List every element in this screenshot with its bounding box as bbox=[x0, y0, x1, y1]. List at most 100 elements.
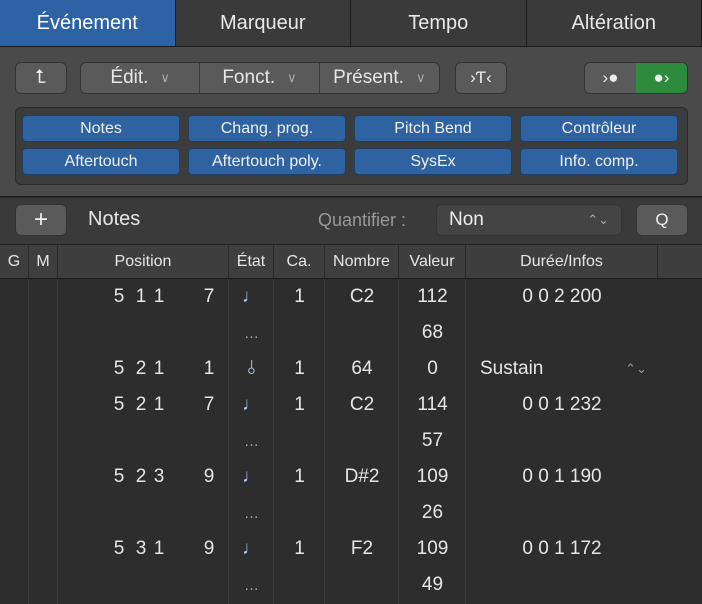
position-part: 5 bbox=[113, 394, 125, 415]
col-duration[interactable]: Durée/Infos bbox=[466, 245, 658, 278]
event-type-label: Notes bbox=[88, 208, 141, 230]
position-part: 7 bbox=[203, 286, 215, 307]
stepper-icon[interactable]: ⌃⌄ bbox=[625, 361, 647, 376]
position-part: 1 bbox=[153, 358, 165, 379]
chevron-down-icon: ∨ bbox=[415, 70, 426, 85]
duration-value: 0 0 1 172 bbox=[522, 538, 602, 559]
catch-button[interactable]: ›Ƭ‹ bbox=[455, 62, 507, 94]
value2-value: 68 bbox=[421, 322, 444, 343]
number-value: F2 bbox=[350, 538, 374, 559]
back-button[interactable]: ⮤ bbox=[15, 62, 67, 94]
event-list[interactable]: 5 1 1 7 ♩ 1 C2 112 0 0 2 200… 68 5 2 1 1 ⫰ 1 64 0 Sustain ⌃… bbox=[0, 279, 702, 604]
col-state[interactable]: État bbox=[229, 245, 274, 278]
filter-poly-aftertouch[interactable]: Aftertouch poly. bbox=[188, 148, 346, 175]
chevron-down-icon: ∨ bbox=[160, 70, 170, 85]
view-menu[interactable]: Présent. ∨ bbox=[320, 63, 439, 93]
quarter-note-icon: ♩ bbox=[242, 394, 261, 415]
filter-additional-info[interactable]: Info. comp. bbox=[520, 148, 678, 175]
column-header: G M Position État Ca. Nombre Valeur Duré… bbox=[0, 244, 702, 279]
menu-segment: Édit. ∨ Fonct. ∨ Présent. ∨ bbox=[80, 62, 440, 94]
channel-value: 1 bbox=[294, 538, 305, 559]
col-m[interactable]: M bbox=[29, 245, 58, 278]
position-part: 1 bbox=[135, 286, 147, 307]
position-part: 7 bbox=[203, 394, 215, 415]
event-type-filter: Notes Chang. prog. Pitch Bend Contrôleur… bbox=[15, 107, 688, 185]
value2-value: 57 bbox=[421, 430, 444, 451]
channel-value: 1 bbox=[294, 358, 305, 379]
position-part: 2 bbox=[135, 394, 147, 415]
filter-icon: ›Ƭ‹ bbox=[470, 68, 492, 87]
value-value: 109 bbox=[416, 538, 449, 559]
ellipsis: … bbox=[244, 432, 259, 450]
position-part: 1 bbox=[153, 394, 165, 415]
value-value: 112 bbox=[417, 286, 448, 307]
tab-marker[interactable]: Marqueur bbox=[176, 0, 351, 46]
quantize-select[interactable]: Non ⌃⌄ bbox=[436, 204, 622, 236]
position-part: 9 bbox=[203, 466, 215, 487]
channel-value: 1 bbox=[294, 286, 305, 307]
ellipsis: … bbox=[244, 576, 259, 594]
view-label: Présent. bbox=[333, 67, 404, 88]
col-value[interactable]: Valeur bbox=[399, 245, 466, 278]
col-position[interactable]: Position bbox=[58, 245, 229, 278]
plus-icon: + bbox=[33, 206, 48, 233]
col-number[interactable]: Nombre bbox=[325, 245, 399, 278]
channel-value: 1 bbox=[294, 394, 305, 415]
number-value: D#2 bbox=[344, 466, 380, 487]
quantize-label: Quantifier : bbox=[318, 210, 407, 230]
midi-in-icon: ›● bbox=[602, 68, 619, 87]
quantize-button[interactable]: Q bbox=[636, 204, 688, 236]
filter-program-change[interactable]: Chang. prog. bbox=[188, 115, 346, 142]
position-part: 5 bbox=[113, 538, 125, 559]
filter-aftertouch[interactable]: Aftertouch bbox=[22, 148, 180, 175]
channel-value: 1 bbox=[294, 466, 305, 487]
position-part: 5 bbox=[113, 358, 125, 379]
filter-sysex[interactable]: SysEx bbox=[354, 148, 512, 175]
quarter-note-icon: ♩ bbox=[242, 286, 261, 307]
filter-notes[interactable]: Notes bbox=[22, 115, 180, 142]
ellipsis: … bbox=[244, 324, 259, 342]
edit-menu[interactable]: Édit. ∨ bbox=[81, 63, 201, 93]
stepper-icon: ⌃⌄ bbox=[587, 212, 609, 227]
col-g[interactable]: G bbox=[0, 245, 29, 278]
duration-value: 0 0 1 190 bbox=[522, 466, 602, 487]
value-value: 0 bbox=[427, 358, 438, 379]
functions-menu[interactable]: Fonct. ∨ bbox=[200, 63, 320, 93]
col-channel[interactable]: Ca. bbox=[274, 245, 325, 278]
value-value: 109 bbox=[416, 466, 449, 487]
value-value: 114 bbox=[417, 394, 448, 415]
quantize-value: Non bbox=[449, 209, 484, 230]
tab-signature[interactable]: Altération bbox=[527, 0, 702, 46]
position-part: 1 bbox=[153, 286, 165, 307]
chevron-down-icon: ∨ bbox=[287, 70, 297, 85]
position-part: 2 bbox=[135, 358, 147, 379]
number-value: 64 bbox=[351, 358, 373, 379]
tab-event[interactable]: Événement bbox=[0, 0, 176, 46]
edit-label: Édit. bbox=[110, 67, 149, 88]
midi-in-button[interactable]: ›● bbox=[585, 63, 636, 93]
position-part: 2 bbox=[135, 466, 147, 487]
filter-pitch-bend[interactable]: Pitch Bend bbox=[354, 115, 512, 142]
position-part: 5 bbox=[113, 466, 125, 487]
filter-controller[interactable]: Contrôleur bbox=[520, 115, 678, 142]
midi-out-button[interactable]: ●› bbox=[636, 63, 687, 93]
tab-tempo[interactable]: Tempo bbox=[351, 0, 527, 46]
quarter-note-icon: ♩ bbox=[242, 466, 261, 487]
info-value: Sustain bbox=[480, 358, 544, 379]
position-part: 1 bbox=[153, 538, 165, 559]
value2-value: 26 bbox=[421, 502, 444, 523]
position-part: 1 bbox=[203, 358, 215, 379]
tab-bar: Événement Marqueur Tempo Altération bbox=[0, 0, 702, 47]
add-event-button[interactable]: + bbox=[15, 204, 67, 236]
functions-label: Fonct. bbox=[222, 67, 276, 88]
position-part: 5 bbox=[113, 286, 125, 307]
quarter-note-icon: ♩ bbox=[242, 538, 261, 559]
toolbar: ⮤ Édit. ∨ Fonct. ∨ Présent. ∨ ›Ƭ‹ ›● ●› Not… bbox=[0, 47, 702, 197]
number-value: C2 bbox=[349, 394, 375, 415]
midi-out-icon: ●› bbox=[653, 68, 670, 87]
value2-value: 49 bbox=[421, 574, 444, 595]
create-bar: + Notes Quantifier : Non ⌃⌄ Q bbox=[0, 198, 702, 244]
arrow-up-icon: ⮤ bbox=[35, 67, 47, 88]
ellipsis: … bbox=[244, 504, 259, 522]
midi-io-toggle: ›● ●› bbox=[584, 62, 688, 94]
